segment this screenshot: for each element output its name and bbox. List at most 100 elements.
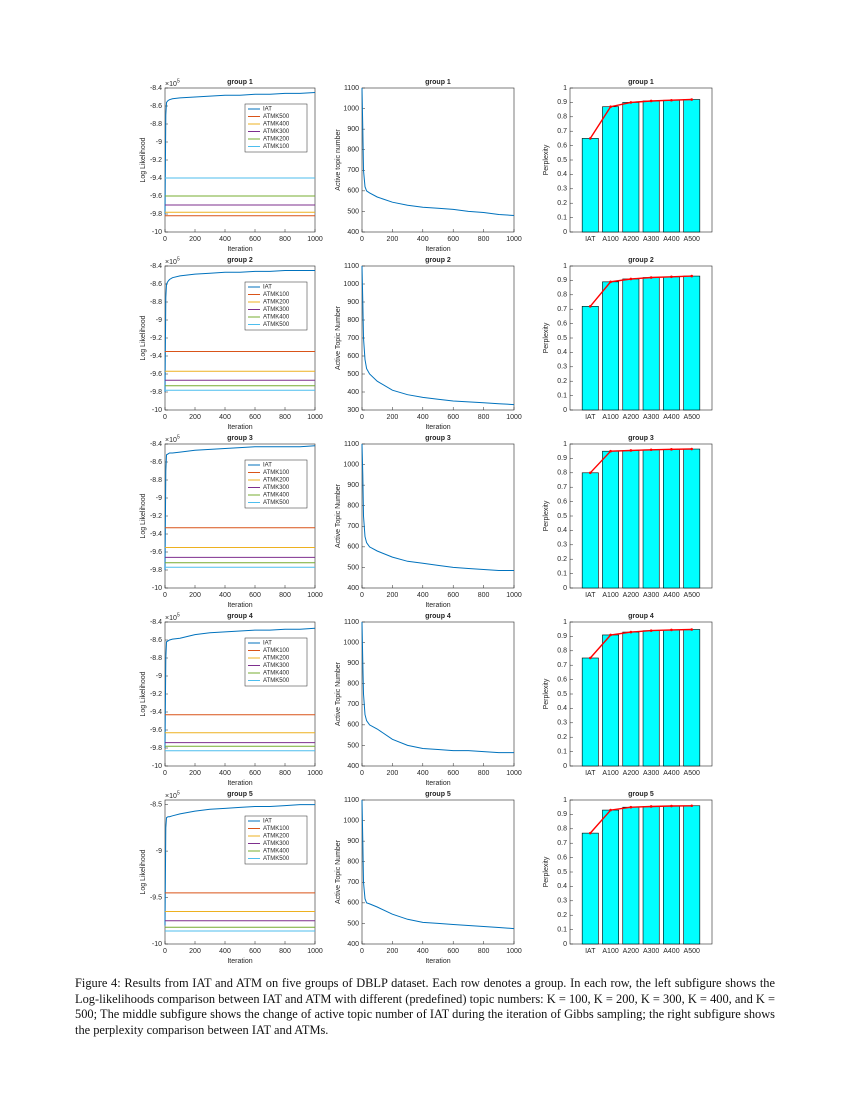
legend-label: ATMK400 xyxy=(263,671,290,677)
x-axis-label: Iteration xyxy=(425,780,450,787)
legend-label: ATMK500 xyxy=(263,678,290,684)
subplot-title: group 1 xyxy=(227,79,253,86)
x-tick-label: 1000 xyxy=(307,948,323,955)
y-tick-label: -8.4 xyxy=(150,263,162,270)
subplot-title: group 2 xyxy=(227,257,253,264)
series-line xyxy=(164,804,315,926)
legend-label: ATMK100 xyxy=(263,648,290,654)
trend-marker xyxy=(690,447,694,451)
x-tick-label: 400 xyxy=(219,948,231,955)
legend-label: ATMK200 xyxy=(263,656,290,662)
y-tick-label: 500 xyxy=(347,920,359,927)
y-tick-label: 1 xyxy=(563,619,567,626)
figure: group 1 -10 -9.8 -9.6 -9.4 -9.2 -9 -8.8 -8.6 -8.4… xyxy=(140,78,713,965)
y-tick-label: -10 xyxy=(152,407,162,414)
y-tick-label: 0.9 xyxy=(557,811,567,818)
subplot-title: group 5 xyxy=(425,791,451,798)
legend-box xyxy=(244,459,308,509)
bar xyxy=(663,805,680,945)
y-scale-exponent: 5 xyxy=(177,612,180,618)
legend-label: ATMK200 xyxy=(263,300,290,306)
y-axis-label: Log Likelihood xyxy=(140,849,147,894)
y-tick-label: -8.6 xyxy=(150,637,162,644)
y-tick-label: 1000 xyxy=(343,281,359,288)
axes-box xyxy=(361,799,515,945)
y-tick-label: -8.8 xyxy=(150,655,162,662)
legend-label: IAT xyxy=(263,819,272,825)
subplot-title: group 3 xyxy=(425,435,451,442)
trend-line xyxy=(589,98,692,139)
trend-line xyxy=(589,448,692,474)
bar xyxy=(622,631,640,767)
x-axis-label: Iteration xyxy=(425,602,450,609)
x-tick-label: 0 xyxy=(360,770,364,777)
x-tick-label: 800 xyxy=(478,414,490,421)
trend-marker xyxy=(670,804,673,808)
y-tick-label: 0.1 xyxy=(557,926,567,933)
subplot-title: group 4 xyxy=(628,613,654,620)
x-tick-label: A100 xyxy=(602,592,618,599)
x-tick-label: 0 xyxy=(360,948,364,955)
y-tick-label: -8.6 xyxy=(150,103,162,110)
y-tick-label: -9.6 xyxy=(150,727,162,734)
y-scale-label: ×10 xyxy=(165,81,177,88)
y-scale-exponent: 5 xyxy=(177,256,180,262)
x-tick-label: 0 xyxy=(163,592,167,599)
trend-marker xyxy=(690,628,694,631)
trend-marker xyxy=(588,831,592,835)
bar xyxy=(683,275,701,411)
x-tick-label: 1000 xyxy=(307,236,323,243)
y-tick-label: -9 xyxy=(156,673,162,680)
bar xyxy=(602,281,619,411)
y-tick-label: -10 xyxy=(152,763,162,770)
x-tick-label: 800 xyxy=(478,592,490,599)
axes-box xyxy=(361,87,515,233)
y-tick-label: 1100 xyxy=(344,441,359,448)
bar xyxy=(683,629,701,767)
x-tick-label: 600 xyxy=(249,414,261,421)
x-tick-label: A300 xyxy=(643,770,659,777)
subplot-title: group 1 xyxy=(628,79,654,86)
x-tick-label: 0 xyxy=(163,414,167,421)
y-tick-label: -10 xyxy=(152,941,162,948)
x-tick-label: A500 xyxy=(684,414,700,421)
series-line xyxy=(361,87,515,216)
x-tick-label: A500 xyxy=(684,592,700,599)
bar xyxy=(581,472,599,589)
x-tick-label: 200 xyxy=(387,236,399,243)
trend-marker xyxy=(690,274,694,278)
x-tick-label: 600 xyxy=(447,948,459,955)
bar xyxy=(663,449,680,589)
bar xyxy=(683,99,701,233)
y-tick-label: 1000 xyxy=(343,461,359,468)
y-tick-label: -9 xyxy=(156,495,162,502)
y-tick-label: 400 xyxy=(347,585,359,592)
y-tick-label: 1 xyxy=(563,85,567,92)
y-tick-label: -9.4 xyxy=(150,531,162,538)
x-tick-label: 600 xyxy=(447,770,459,777)
legend-label: ATMK300 xyxy=(263,841,290,847)
y-tick-label: 1 xyxy=(563,797,567,804)
y-tick-label: 1 xyxy=(563,263,567,270)
subplot-title: group 3 xyxy=(628,435,654,442)
y-tick-label: -9.2 xyxy=(150,691,162,698)
y-scale-exponent: 5 xyxy=(177,790,180,796)
y-tick-label: -9.8 xyxy=(150,211,162,218)
y-tick-label: 0.1 xyxy=(557,570,567,577)
legend-label: ATMK400 xyxy=(263,493,290,499)
x-tick-label: A500 xyxy=(684,948,700,955)
y-tick-label: 800 xyxy=(347,317,359,324)
y-axis-label: Active Topic Number xyxy=(335,661,342,726)
y-tick-label: -8.6 xyxy=(150,459,162,466)
y-tick-label: 900 xyxy=(347,299,359,306)
trend-marker xyxy=(609,280,612,284)
x-tick-label: IAT xyxy=(585,414,596,421)
y-tick-label: 0.1 xyxy=(557,392,567,399)
bar xyxy=(602,634,619,767)
x-tick-label: 1000 xyxy=(307,414,323,421)
y-tick-label: 0.8 xyxy=(557,648,567,655)
x-tick-label: A300 xyxy=(643,414,659,421)
x-tick-label: IAT xyxy=(585,770,596,777)
x-tick-label: 0 xyxy=(163,948,167,955)
